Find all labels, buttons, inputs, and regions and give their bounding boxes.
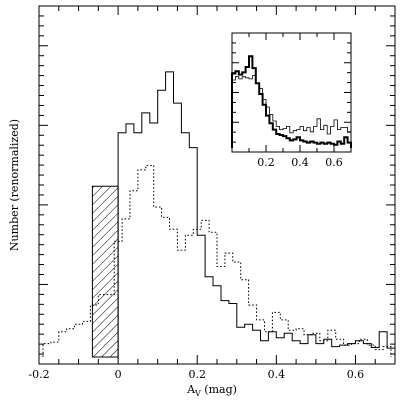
hatched-bar	[91, 185, 119, 358]
x-axis-title-sub: V	[194, 389, 201, 398]
inset-x-tick-label: 0.6	[325, 156, 343, 169]
x-tick-label: 0.2	[188, 368, 206, 381]
inset-tick-labels: 0.2 0.4 0.6	[257, 156, 343, 169]
x-axis-title: AV (mag)	[186, 383, 237, 398]
x-axis-title-main: A	[186, 383, 196, 396]
inset-x-tick-label: 0.4	[291, 156, 309, 169]
inset-thick-series-line	[231, 55, 352, 148]
x-axis-title-unit: (mag)	[201, 383, 237, 396]
inset-x-tick-label: 0.2	[257, 156, 275, 169]
inset-frame	[231, 32, 352, 153]
solid-series-line	[117, 71, 396, 357]
x-tick-label: 0	[115, 368, 122, 381]
x-tick-label: 0.4	[268, 368, 286, 381]
main-tick-labels: -0.2 0 0.2 0.4 0.6	[28, 368, 364, 381]
inset-chart: 0.2 0.4 0.6	[231, 32, 352, 169]
x-tick-label: 0.6	[347, 368, 365, 381]
x-tick-label: -0.2	[28, 368, 49, 381]
main-ticks	[38, 6, 396, 364]
y-axis-title: Number (renormalized)	[8, 119, 21, 251]
inset-thin-series-line	[231, 75, 352, 148]
dotted-series-line	[42, 164, 392, 357]
